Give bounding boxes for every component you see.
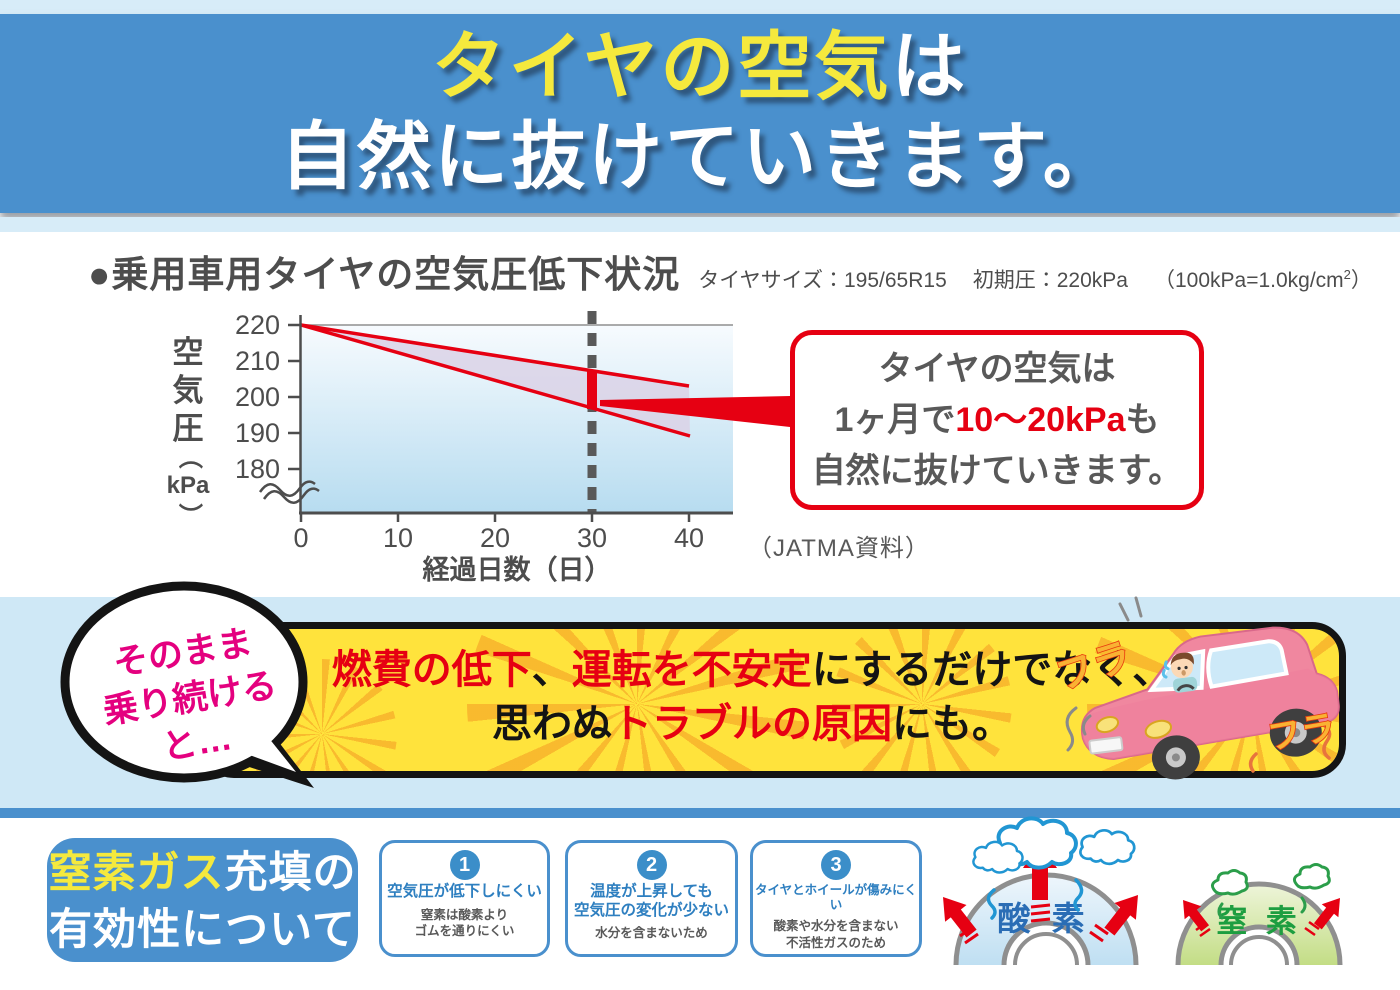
chart-section-title: ●乗用車用タイヤの空気圧低下状況 — [88, 254, 681, 295]
hero-title-line1: タイヤの空気は — [431, 25, 969, 108]
svg-text:40: 40 — [674, 523, 704, 553]
pressure-loss-callout: タイヤの空気は 1ヶ月で10〜20kPaも 自然に抜けていきます。 — [790, 330, 1204, 510]
svg-text:気: 気 — [173, 373, 204, 408]
nitrogen-tire-diagram: 窒 素 — [1174, 863, 1349, 966]
svg-text:（: （ — [176, 445, 203, 469]
svg-text:200: 200 — [235, 382, 280, 412]
gas-puff-icons — [1211, 863, 1331, 896]
pressure-decline-chart: 220 210 200 190 180 0 10 20 30 40 経過日数（日… — [167, 310, 790, 585]
initial-pressure-note: 初期圧：220kPa — [972, 269, 1128, 292]
callout-line2: 1ヶ月で10〜20kPaも — [834, 400, 1160, 439]
escaping-air-arrows-icon — [1174, 891, 1349, 938]
callout-pointer — [600, 396, 790, 427]
escaping-air-arrows-icon — [932, 842, 1149, 945]
hero-title-line2: 自然に抜けていきます。 — [280, 115, 1120, 199]
hero-bottom-strip — [0, 217, 1400, 232]
wobble-marks-icon — [1065, 596, 1332, 773]
data-source-note: （JATMA資料） — [748, 535, 930, 562]
starburst-icon — [832, 629, 1012, 771]
svg-text:10: 10 — [383, 523, 413, 553]
benefit-description: 窒素は酸素より ゴムを通りにくい — [414, 907, 515, 939]
benefit-number-badge: 3 — [821, 850, 851, 880]
car-body-group — [1080, 626, 1340, 780]
warning-line2: 思わぬトラブルの原因にも。 — [492, 702, 1012, 746]
benefit-description: 水分を含まないため — [595, 926, 708, 941]
y-axis-label: 空 気 圧 （ kPa ） — [167, 335, 210, 527]
benefit-description: 酸素や水分を含まない 不活性ガスのため — [773, 919, 899, 950]
svg-text:210: 210 — [235, 346, 280, 376]
nitrogen-label: 窒 素 — [1216, 904, 1302, 939]
benefit-card-1: 1 空気圧が低下しにくい 窒素は酸素より ゴムを通りにくい — [379, 840, 550, 957]
wobbling-car-illustration: フラ フラ — [1051, 596, 1340, 780]
wobble-text: フラ — [1051, 636, 1136, 699]
steam-squiggles — [986, 878, 1084, 920]
nitrogen-title-line2: 有効性について — [49, 905, 356, 954]
svg-text:）: ） — [176, 503, 203, 527]
air-cloud-icons — [972, 816, 1136, 874]
nitrogen-title-line1: 窒素ガス充填の — [48, 849, 357, 897]
svg-text:空: 空 — [173, 335, 204, 370]
svg-text:kPa: kPa — [167, 472, 210, 499]
speech-bubble-icon — [60, 581, 314, 788]
benefit-card-3: 3 タイヤとホイールが傷みにくい 酸素や水分を含まない 不活性ガスのため — [750, 840, 922, 957]
callout-line3: 自然に抜けていきます。 — [811, 451, 1183, 490]
hero-banner: タイヤの空気は 自然に抜けていきます。 — [0, 14, 1400, 213]
nitrogen-section-title: 窒素ガス充填の 有効性について — [47, 838, 358, 962]
svg-text:圧: 圧 — [173, 411, 204, 446]
starburst-icon — [467, 629, 807, 771]
callout-emphasis: 10〜20kPa — [955, 400, 1126, 439]
axis-ticks — [288, 323, 691, 522]
chart-header: ●乗用車用タイヤの空気圧低下状況 タイヤサイズ：195/65R15 初期圧：22… — [88, 244, 1372, 298]
svg-text:220: 220 — [235, 310, 280, 340]
warning-line1: 燃費の低下、運転を不安定にするだけでなく、 — [331, 648, 1173, 692]
top-strip — [0, 0, 1400, 14]
tire-size-note: タイヤサイズ：195/65R15 — [698, 269, 947, 292]
svg-text:20: 20 — [480, 523, 510, 553]
x-tick-labels: 0 10 20 30 40 — [293, 523, 704, 553]
svg-text:190: 190 — [235, 418, 280, 448]
svg-text:180: 180 — [235, 454, 280, 484]
y-axis-break-mark — [258, 480, 320, 504]
warning-text: 燃費の低下、運転を不安定にするだけでなく、 思わぬトラブルの原因にも。 — [247, 643, 1257, 751]
benefit-card-2: 2 温度が上昇しても 空気圧の変化が少ない 水分を含まないため — [565, 840, 738, 957]
oxygen-tire-diagram: 酸 素 — [932, 816, 1149, 966]
svg-text:0: 0 — [293, 523, 308, 553]
callout-line1: タイヤの空気は — [878, 349, 1116, 388]
steam-squiggles — [1217, 896, 1307, 920]
benefit-number-badge: 1 — [449, 850, 480, 880]
x-axis-label: 経過日数（日） — [423, 555, 612, 585]
benefit-number-badge: 2 — [636, 850, 667, 880]
section-divider-bar — [0, 808, 1400, 818]
y-tick-labels: 220 210 200 190 180 — [235, 310, 280, 484]
decline-range-area — [301, 325, 690, 436]
upper-bound-line — [300, 323, 690, 388]
hero-title-highlight: タイヤの空気 — [431, 25, 892, 108]
worried-driver-icon — [1161, 652, 1198, 693]
svg-text:30: 30 — [577, 523, 607, 553]
unit-conversion-note: （100kPa=1.0kg/cm2） — [1153, 267, 1372, 292]
